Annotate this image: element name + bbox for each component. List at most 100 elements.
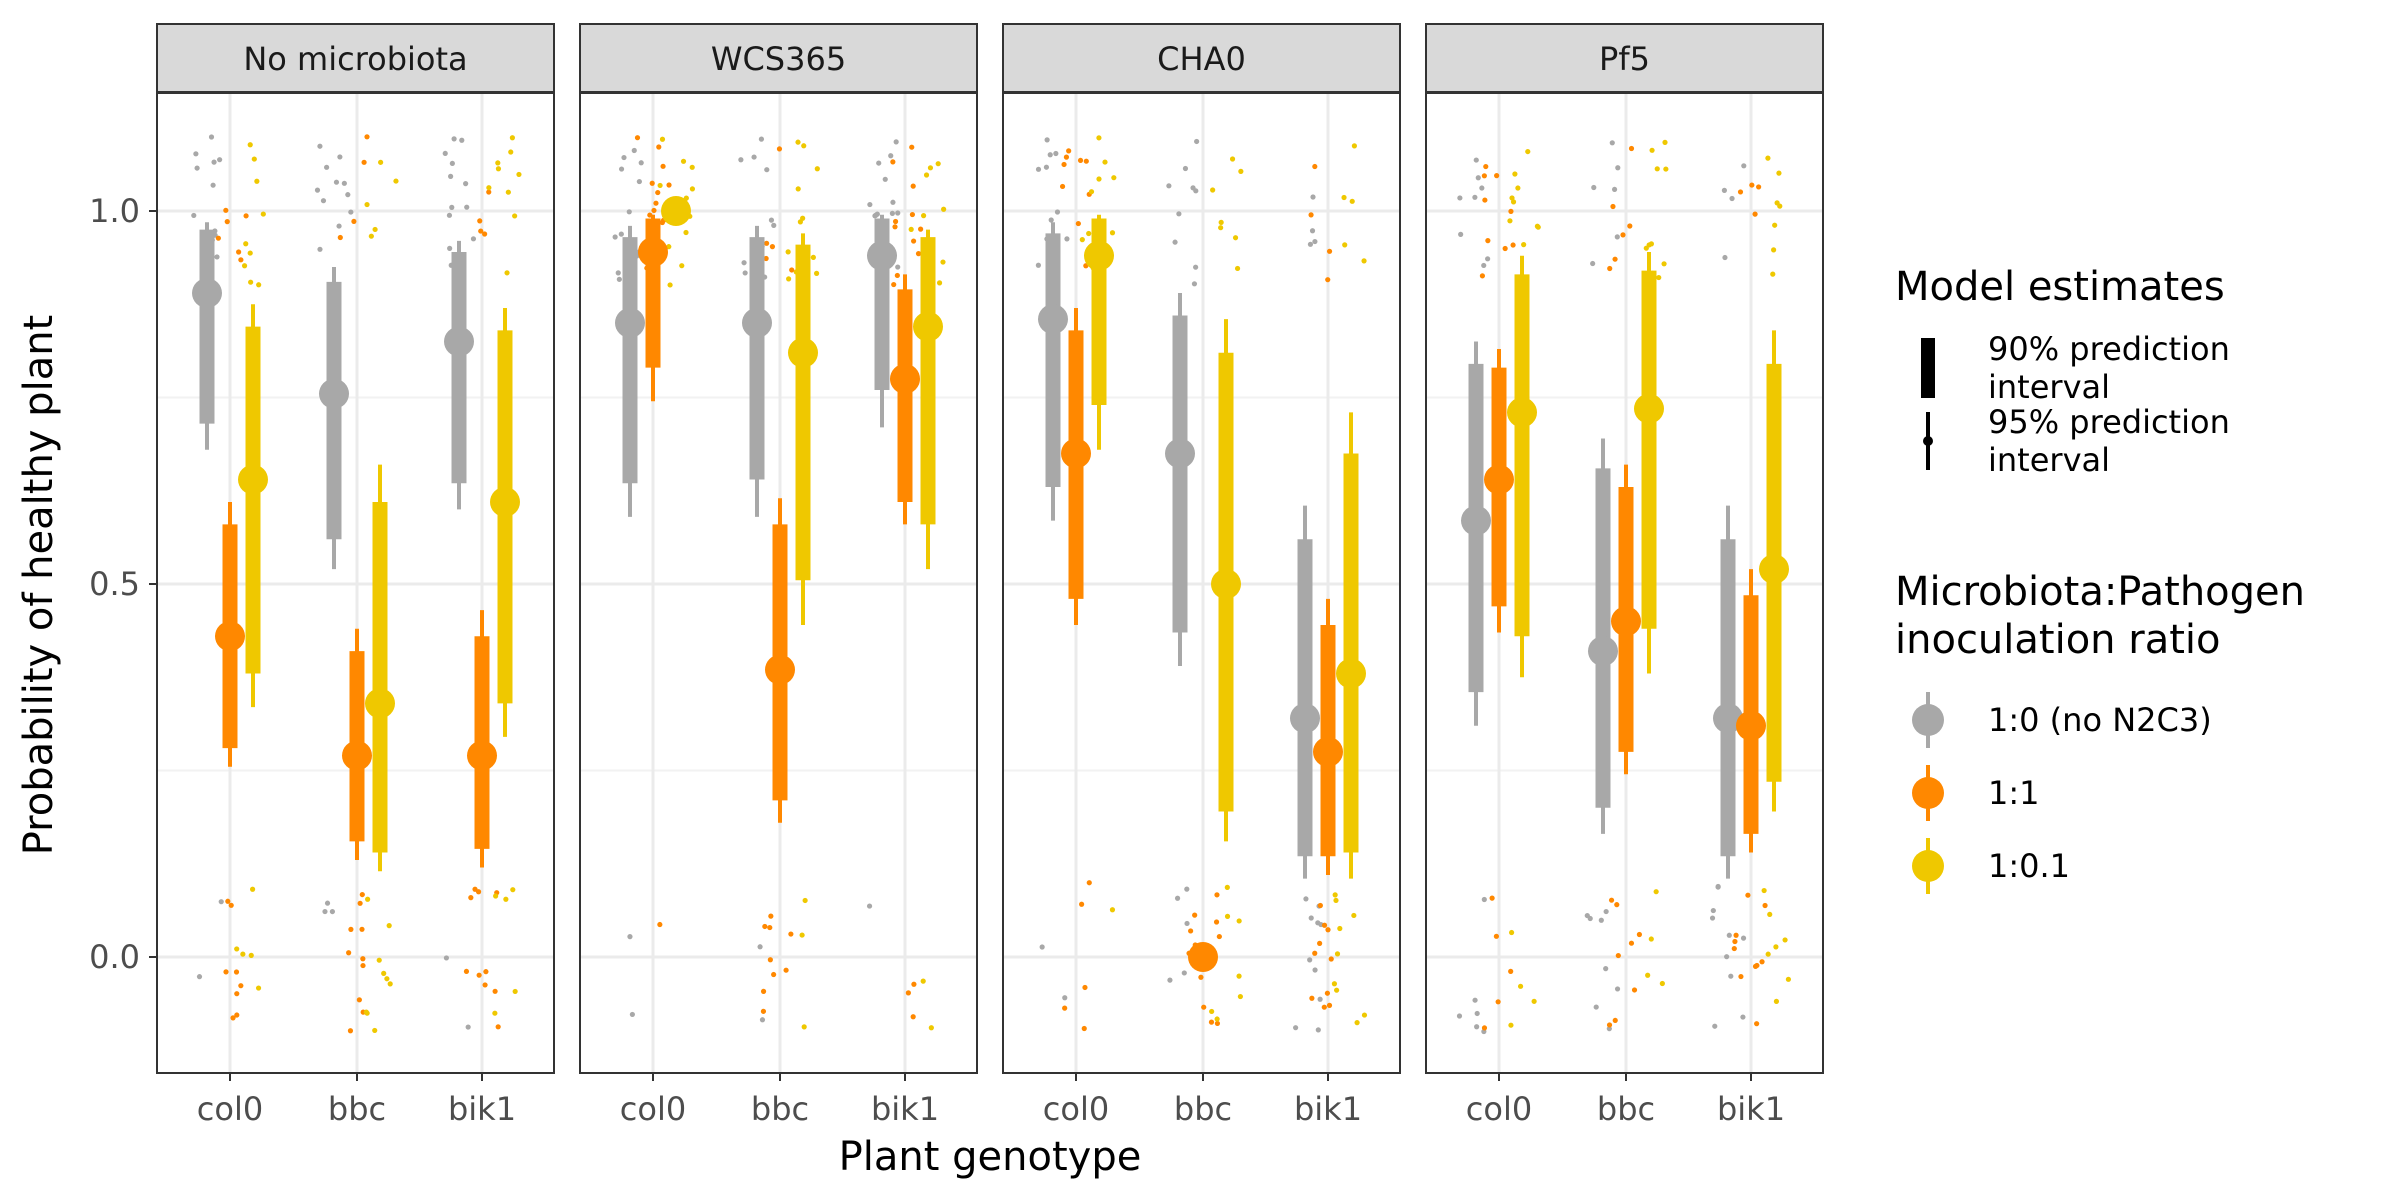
observation-point xyxy=(1654,166,1660,172)
estimate-point xyxy=(238,464,268,495)
observation-point xyxy=(1096,176,1102,182)
estimate-point xyxy=(192,278,222,309)
observation-point xyxy=(1191,281,1198,287)
observation-point xyxy=(1732,938,1738,945)
observation-point xyxy=(364,134,370,140)
observation-point xyxy=(618,231,624,237)
observation-point xyxy=(738,157,744,163)
observation-point xyxy=(472,886,478,892)
observation-point xyxy=(493,893,499,899)
observation-point xyxy=(317,246,323,252)
observation-point xyxy=(760,1008,767,1014)
x-tick-label: col0 xyxy=(197,1090,263,1128)
observation-point xyxy=(1061,161,1067,168)
estimate-col0-1 xyxy=(1061,307,1091,626)
observation-point xyxy=(1590,260,1596,267)
x-tick-label: col0 xyxy=(1043,1090,1109,1128)
observation-point xyxy=(800,215,806,221)
legend-ratio-item: 1:0 (no N2C3) xyxy=(1912,692,2212,748)
observation-point xyxy=(360,962,366,969)
observation-point xyxy=(741,260,747,266)
x-tick-label: bik1 xyxy=(871,1090,939,1128)
observation-point xyxy=(512,988,518,995)
observation-point xyxy=(248,279,254,285)
observation-point xyxy=(895,210,901,216)
legend-90-label-1: 90% prediction xyxy=(1988,330,2230,368)
observation-point xyxy=(324,164,330,170)
estimate-point xyxy=(742,307,772,338)
observation-point xyxy=(443,955,450,961)
observation-point xyxy=(208,134,215,140)
y-tick-label: 0.5 xyxy=(89,565,140,603)
observation-point xyxy=(1475,175,1481,181)
observation-point xyxy=(260,211,266,217)
observation-point xyxy=(799,932,805,938)
observation-point xyxy=(1043,164,1050,170)
observation-point xyxy=(360,956,366,962)
observation-point xyxy=(656,144,662,150)
observation-point xyxy=(1482,197,1488,203)
observation-point xyxy=(1472,194,1478,200)
legend-95-key-dot xyxy=(1923,436,1933,446)
observation-point xyxy=(1733,932,1739,938)
observation-point xyxy=(459,137,465,143)
observation-point xyxy=(918,226,924,232)
observation-point xyxy=(1510,242,1516,248)
estimate-col0-2 xyxy=(238,304,268,708)
observation-point xyxy=(783,967,789,973)
observation-point xyxy=(1081,1025,1087,1032)
observation-point xyxy=(742,270,748,276)
observation-point xyxy=(1234,265,1241,272)
observation-point xyxy=(1312,238,1318,245)
estimate-col0-2 xyxy=(1084,214,1114,450)
observation-point xyxy=(1456,1013,1463,1019)
observation-point xyxy=(1631,987,1638,993)
observation-point xyxy=(1326,248,1333,254)
observation-point xyxy=(336,223,342,229)
observation-point xyxy=(1188,928,1194,934)
observation-point xyxy=(1656,274,1662,281)
observation-point xyxy=(1614,234,1620,240)
legend-90-key xyxy=(1921,338,1935,398)
observation-point xyxy=(509,135,516,141)
observation-point xyxy=(238,983,244,989)
estimate-bbc-0 xyxy=(742,225,772,517)
estimate-point xyxy=(1507,397,1537,428)
observation-point xyxy=(463,181,469,187)
observation-point xyxy=(813,270,820,276)
observation-point xyxy=(1603,966,1609,972)
observation-point xyxy=(1615,952,1621,959)
observation-point xyxy=(1662,139,1668,145)
estimate-bbc-2 xyxy=(1211,319,1241,842)
observation-point xyxy=(1312,950,1318,956)
observation-point xyxy=(1628,940,1635,946)
observation-point xyxy=(1508,1022,1514,1028)
observation-point xyxy=(795,186,801,192)
observation-point xyxy=(1307,241,1314,247)
legend-ratio-item: 1:0.1 xyxy=(1912,838,2070,894)
observation-point xyxy=(1767,911,1773,918)
estimate-point xyxy=(1588,636,1618,667)
observation-point xyxy=(1502,245,1508,252)
observation-point xyxy=(1321,1004,1327,1010)
observation-point xyxy=(789,267,795,273)
observation-point xyxy=(1715,883,1721,890)
observation-point xyxy=(505,189,511,195)
observation-point xyxy=(866,903,873,909)
observation-point xyxy=(345,192,351,198)
observation-point xyxy=(477,218,483,224)
observation-point xyxy=(653,200,659,206)
x-axis-title: Plant genotype xyxy=(839,1134,1142,1180)
observation-point xyxy=(1517,983,1524,989)
observation-point xyxy=(1342,242,1348,248)
observation-point xyxy=(1773,944,1779,950)
estimate-bbc-0 xyxy=(1588,438,1618,834)
observation-point xyxy=(243,213,249,219)
observation-point xyxy=(218,899,224,905)
observation-point xyxy=(225,898,231,904)
observation-point xyxy=(448,173,454,179)
observation-point xyxy=(768,217,775,223)
observation-point xyxy=(767,957,773,963)
observation-point xyxy=(476,972,482,978)
